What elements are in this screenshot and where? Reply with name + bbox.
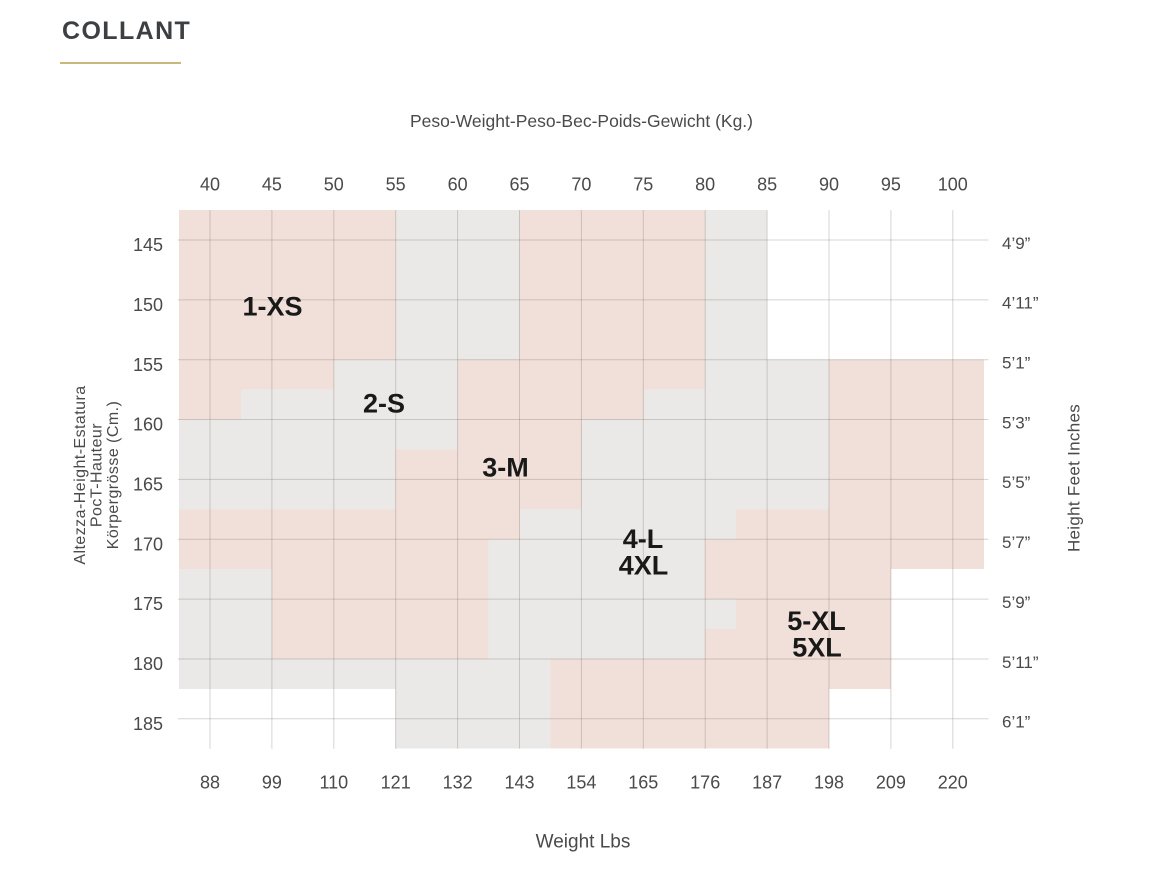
svg-text:5’9”: 5’9” [1002,593,1031,612]
svg-text:Height Feet Inches: Height Feet Inches [1065,404,1084,552]
svg-text:4’11”: 4’11” [1002,294,1039,313]
svg-text:175: 175 [133,594,163,614]
svg-text:176: 176 [690,773,720,793]
svg-text:90: 90 [819,175,839,195]
svg-text:165: 165 [628,773,658,793]
svg-text:220: 220 [938,773,968,793]
svg-text:Peso-Weight-Peso-Bec-Poids-Gew: Peso-Weight-Peso-Bec-Poids-Gewicht (Kg.) [410,111,753,131]
svg-text:Altezza-Height-Estatura: Altezza-Height-Estatura [72,385,89,564]
svg-text:165: 165 [133,475,163,495]
svg-text:185: 185 [133,714,163,734]
svg-text:6’1”: 6’1” [1002,713,1031,732]
svg-text:3-M: 3-M [482,453,529,483]
svg-text:1-XS: 1-XS [242,292,302,322]
svg-text:65: 65 [509,175,529,195]
svg-text:150: 150 [133,295,163,315]
svg-text:4XL: 4XL [619,551,669,581]
svg-text:100: 100 [938,175,968,195]
svg-text:95: 95 [881,175,901,195]
svg-text:5’7”: 5’7” [1002,533,1031,552]
svg-text:209: 209 [876,773,906,793]
svg-text:5XL: 5XL [792,633,842,663]
svg-text:132: 132 [443,773,473,793]
svg-text:50: 50 [324,175,344,195]
svg-text:PocT-Hauteur: PocT-Hauteur [89,423,106,527]
svg-text:Körpergrösse (Cm.): Körpergrösse (Cm.) [105,401,122,550]
svg-text:45: 45 [262,175,282,195]
svg-text:155: 155 [133,355,163,375]
svg-text:70: 70 [571,175,591,195]
svg-text:75: 75 [633,175,653,195]
svg-text:180: 180 [133,654,163,674]
svg-text:170: 170 [133,534,163,554]
svg-text:4-L: 4-L [623,524,664,554]
svg-text:55: 55 [386,175,406,195]
svg-text:110: 110 [319,773,348,793]
svg-text:5-XL: 5-XL [787,606,846,636]
svg-text:88: 88 [200,773,220,793]
svg-text:160: 160 [133,415,163,435]
svg-text:154: 154 [566,773,596,793]
svg-text:145: 145 [133,235,163,255]
svg-text:60: 60 [448,175,468,195]
svg-text:121: 121 [381,773,411,793]
svg-text:5’1”: 5’1” [1002,354,1031,373]
svg-text:85: 85 [757,175,777,195]
svg-text:80: 80 [695,175,715,195]
svg-text:2-S: 2-S [363,389,405,419]
svg-text:5’11”: 5’11” [1002,653,1039,672]
svg-text:5’3”: 5’3” [1002,413,1031,432]
svg-text:187: 187 [752,773,782,793]
svg-text:198: 198 [814,773,844,793]
svg-text:5’5”: 5’5” [1002,473,1031,492]
svg-text:Weight Lbs: Weight Lbs [536,832,631,853]
svg-text:40: 40 [200,175,220,195]
svg-text:99: 99 [262,773,282,793]
svg-text:143: 143 [504,773,534,793]
svg-text:4’9”: 4’9” [1002,234,1031,253]
